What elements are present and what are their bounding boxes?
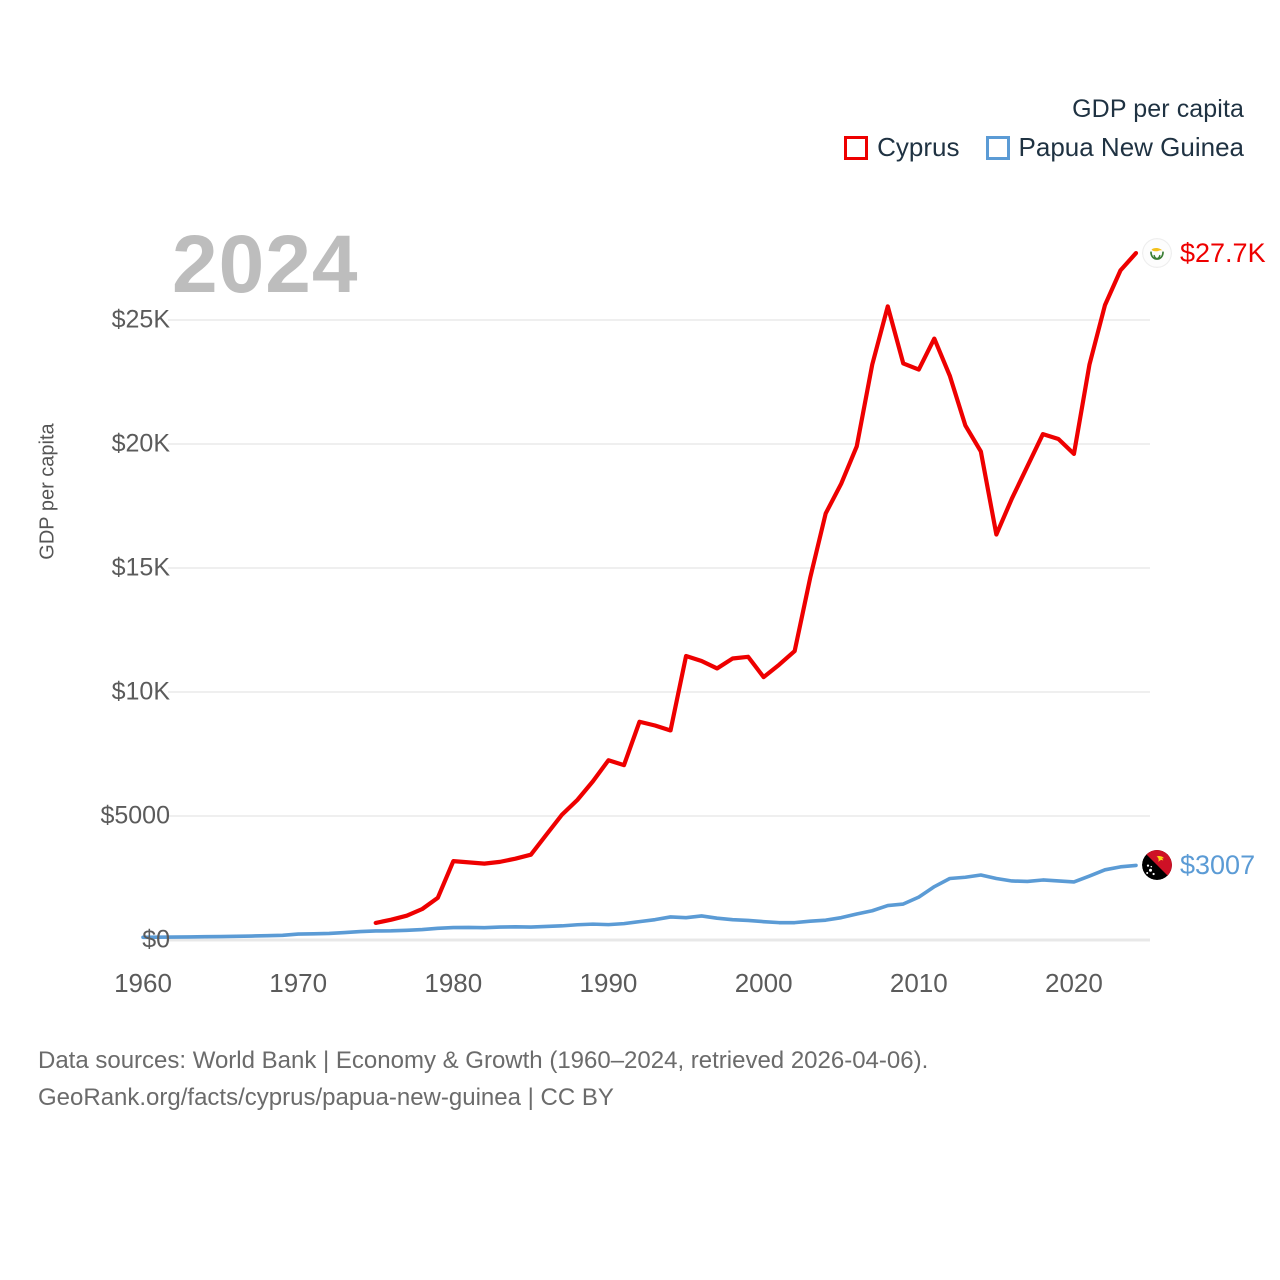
chart-legend: GDP per capita Cyprus Papua New Guinea <box>844 95 1244 163</box>
legend-items: Cyprus Papua New Guinea <box>844 132 1244 163</box>
series-line-cyprus <box>373 250 1139 925</box>
legend-item-papua-new-guinea[interactable]: Papua New Guinea <box>985 132 1244 163</box>
legend-label-papua-new-guinea: Papua New Guinea <box>1018 132 1244 162</box>
y-axis-tick-label: $10K <box>111 677 170 706</box>
footer-line-2: GeoRank.org/facts/cyprus/papua-new-guine… <box>38 1084 614 1112</box>
legend-swatch-cyprus <box>844 135 869 160</box>
cyprus-flag-icon <box>1142 238 1172 269</box>
x-axis-tick-label: 2020 <box>1045 968 1103 998</box>
y-axis-tick-label: $20K <box>111 429 170 458</box>
legend-title: GDP per capita <box>1072 95 1244 123</box>
gridlines <box>168 319 1150 942</box>
y-axis-tick-label: $0 <box>142 925 170 954</box>
x-axis-tick-label: 1980 <box>424 968 483 998</box>
end-label-cyprus: $27.7K <box>1142 237 1266 269</box>
x-axis-tick-label: 2000 <box>734 968 793 998</box>
plot-svg <box>141 250 1150 942</box>
x-axis-tick-label: 1970 <box>269 968 328 998</box>
y-axis-tick-label: $5000 <box>100 801 170 830</box>
plot-area <box>141 250 1150 942</box>
y-axis-tick-label: $25K <box>111 305 170 334</box>
footer-line-1: Data sources: World Bank | Economy & Gro… <box>38 1047 929 1074</box>
footer-attribution: Data sources: World Bank | Economy & Gro… <box>38 1042 928 1116</box>
end-label-papua-new-guinea: $3007 <box>1142 849 1256 881</box>
end-label-cyprus-value: $27.7K <box>1180 237 1266 268</box>
papua-new-guinea-flag-icon <box>1142 850 1172 881</box>
series-line-papua-new-guinea <box>141 863 1138 940</box>
legend-label-cyprus: Cyprus <box>877 132 960 162</box>
x-axis-tick-label: 1990 <box>579 968 638 998</box>
legend-swatch-papua-new-guinea <box>985 135 1010 160</box>
year-watermark: 2024 <box>172 219 359 310</box>
legend-item-cyprus[interactable]: Cyprus <box>844 132 960 163</box>
series-lines <box>141 250 1139 940</box>
x-axis-tick-label: 1960 <box>114 968 172 998</box>
x-axis-tick-label: 2010 <box>889 968 948 998</box>
end-label-papua-new-guinea-value: $3007 <box>1180 849 1256 880</box>
y-axis-tick-label: $15K <box>111 553 170 582</box>
